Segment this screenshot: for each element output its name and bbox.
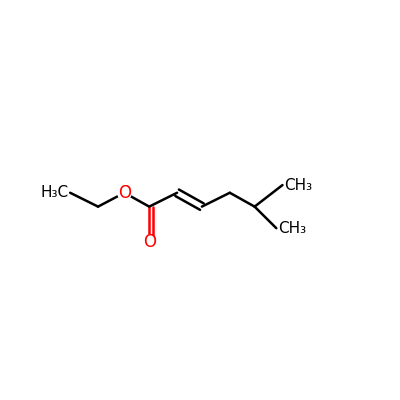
Circle shape [142, 235, 156, 249]
Circle shape [118, 186, 131, 200]
Text: O: O [118, 184, 131, 202]
Text: CH₃: CH₃ [284, 178, 312, 192]
Text: H₃C: H₃C [40, 185, 69, 200]
Text: CH₃: CH₃ [278, 221, 306, 236]
Text: O: O [118, 184, 131, 202]
Text: O: O [143, 233, 156, 251]
Text: O: O [143, 233, 156, 251]
